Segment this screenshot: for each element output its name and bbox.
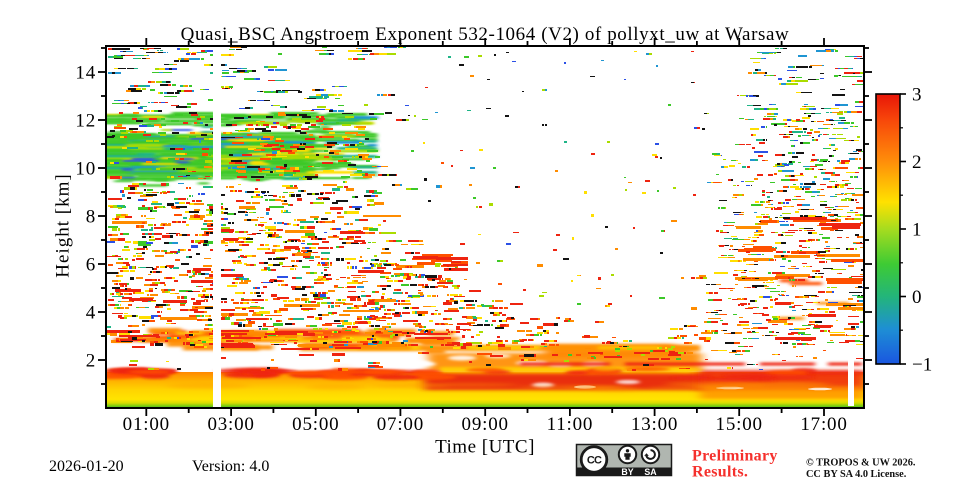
svg-text:6: 6 (86, 255, 96, 276)
svg-text:© TROPOS & UW 2026.: © TROPOS & UW 2026. (806, 458, 916, 469)
svg-text:09:00: 09:00 (462, 414, 509, 435)
svg-text:10: 10 (75, 159, 96, 180)
svg-text:0: 0 (912, 287, 922, 308)
svg-text:−1: −1 (912, 355, 932, 376)
svg-text:Preliminary: Preliminary (692, 448, 778, 465)
svg-text:15:00: 15:00 (716, 414, 763, 435)
svg-text:Height [km]: Height [km] (53, 173, 74, 277)
svg-text:3: 3 (912, 85, 922, 106)
svg-text:2026-01-20: 2026-01-20 (49, 458, 124, 475)
svg-text:4: 4 (86, 303, 96, 324)
svg-text:05:00: 05:00 (292, 414, 339, 435)
svg-text:CC: CC (587, 455, 602, 467)
svg-text:03:00: 03:00 (207, 414, 254, 435)
svg-text:07:00: 07:00 (377, 414, 424, 435)
svg-text:Time [UTC]: Time [UTC] (435, 437, 535, 458)
svg-text:14: 14 (75, 63, 96, 84)
svg-text:2: 2 (912, 152, 922, 173)
svg-text:1: 1 (912, 220, 922, 241)
svg-text:Quasi_BSC Angstroem Exponent 5: Quasi_BSC Angstroem Exponent 532-1064 (V… (181, 24, 790, 45)
svg-text:17:00: 17:00 (800, 414, 847, 435)
svg-text:12: 12 (75, 111, 96, 132)
svg-text:2: 2 (86, 351, 96, 372)
svg-text:13:00: 13:00 (631, 414, 678, 435)
svg-text:SA: SA (644, 467, 657, 477)
svg-text:BY: BY (621, 467, 633, 477)
svg-text:CC BY SA 4.0 License.: CC BY SA 4.0 License. (806, 469, 907, 480)
svg-text:11:00: 11:00 (547, 414, 594, 435)
svg-text:01:00: 01:00 (123, 414, 170, 435)
svg-text:Results.: Results. (692, 464, 748, 480)
svg-text:Version: 4.0: Version: 4.0 (192, 458, 269, 475)
svg-text:8: 8 (86, 207, 96, 228)
